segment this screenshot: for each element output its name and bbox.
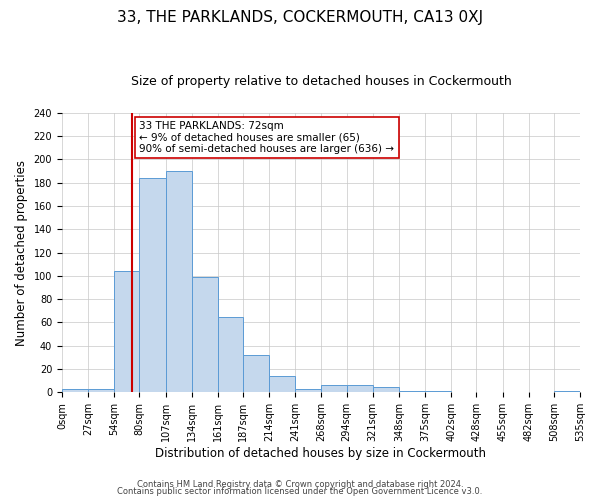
Bar [139,178,166,392]
Bar [347,386,373,392]
Text: Contains HM Land Registry data © Crown copyright and database right 2024.: Contains HM Land Registry data © Crown c… [137,480,463,489]
Text: 33, THE PARKLANDS, COCKERMOUTH, CA13 0XJ: 33, THE PARKLANDS, COCKERMOUTH, CA13 0XJ [117,10,483,25]
Bar [373,386,399,392]
Bar [399,391,425,392]
Bar [191,277,218,392]
Text: 33 THE PARKLANDS: 72sqm
← 9% of detached houses are smaller (65)
90% of semi-det: 33 THE PARKLANDS: 72sqm ← 9% of detached… [139,121,394,154]
Bar [62,389,88,392]
Bar [554,391,580,392]
Text: Contains public sector information licensed under the Open Government Licence v3: Contains public sector information licen… [118,487,482,496]
Bar [88,389,114,392]
Bar [218,316,243,392]
Bar [295,389,322,392]
Bar [243,355,269,393]
Bar [114,271,139,392]
Y-axis label: Number of detached properties: Number of detached properties [15,160,28,346]
Bar [269,376,295,392]
Title: Size of property relative to detached houses in Cockermouth: Size of property relative to detached ho… [131,75,511,88]
X-axis label: Distribution of detached houses by size in Cockermouth: Distribution of detached houses by size … [155,447,487,460]
Bar [166,171,191,392]
Bar [425,391,451,392]
Bar [322,386,347,392]
